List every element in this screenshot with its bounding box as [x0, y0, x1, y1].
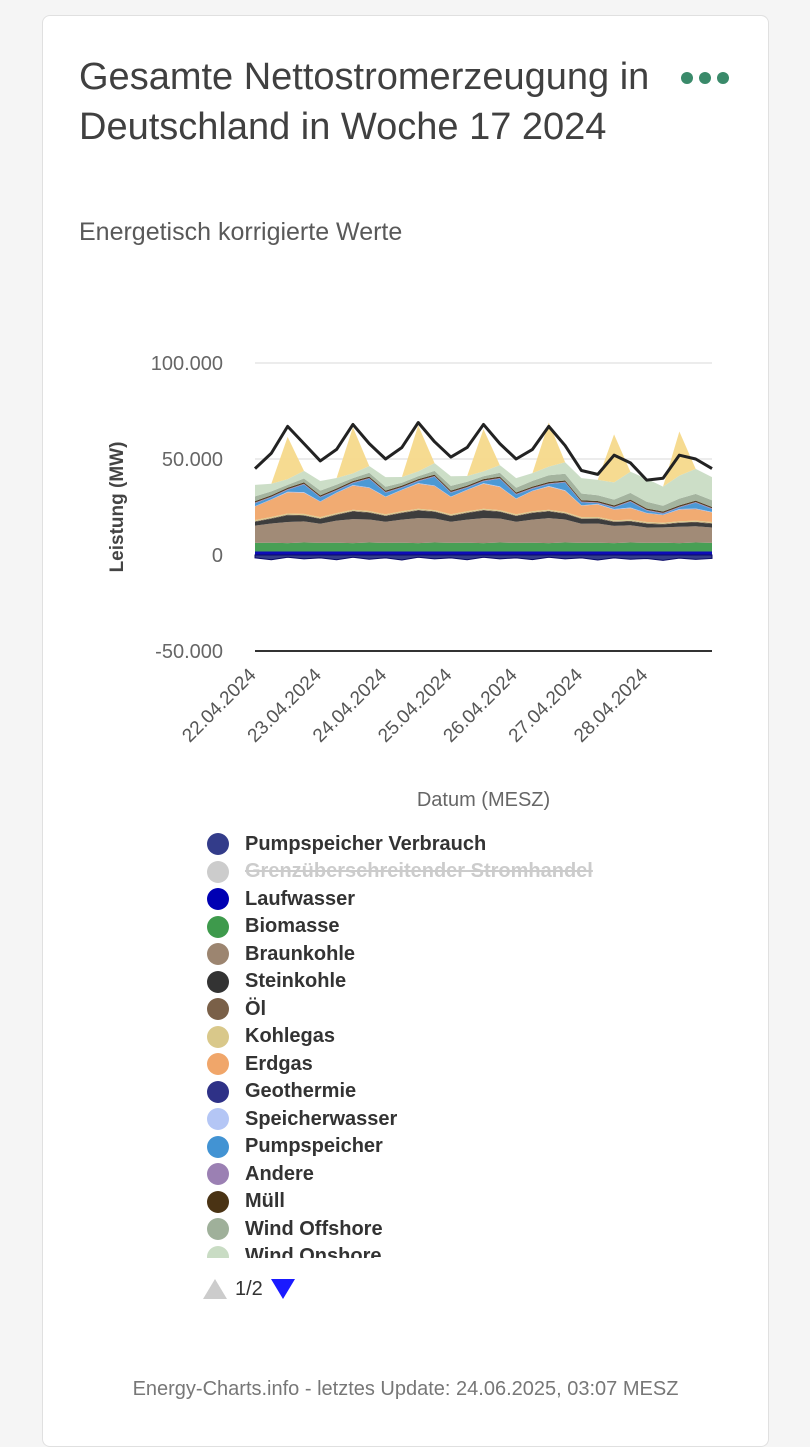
y-axis-title: Leistung (MW) [107, 442, 128, 573]
legend-swatch [207, 943, 229, 965]
legend-label: Pumpspeicher Verbrauch [245, 832, 487, 855]
legend-label: Pumpspeicher [245, 1135, 383, 1157]
triangle-up-icon [203, 1279, 227, 1299]
y-tick-label: 50.000 [162, 449, 223, 471]
series-area-wind-onshore [255, 462, 712, 506]
legend-item[interactable]: Biomasse [207, 914, 340, 940]
legend-label: Andere [245, 1162, 314, 1185]
legend-swatch [207, 1163, 229, 1185]
chart-title: Gesamte Nettostromerzeugung in Deutschla… [79, 56, 650, 148]
legend-swatch [207, 970, 229, 993]
legend-item[interactable]: Steinkohle [207, 969, 346, 995]
series-area-erdgas [255, 483, 712, 523]
legend-item[interactable]: Andere [207, 1161, 314, 1187]
legend-swatch [207, 1108, 229, 1130]
legend-item[interactable]: Pumpspeicher [207, 1134, 383, 1160]
legend-label: Steinkohle [245, 970, 347, 992]
x-axis-title: Datum (MESZ) [417, 789, 550, 811]
legend-item[interactable]: Pumpspeicher Verbrauch [207, 831, 486, 857]
legend-swatch [207, 915, 229, 938]
legend-swatch [207, 888, 229, 910]
legend-swatch [207, 1080, 229, 1103]
legend-item[interactable]: Laufwasser [207, 886, 355, 912]
legend-label: Kohlegas [245, 1025, 336, 1047]
y-tick-label: -50.000 [155, 641, 223, 663]
legend-label: Erdgas [245, 1052, 313, 1075]
legend-item[interactable]: Speicherwasser [207, 1106, 397, 1132]
series-area-pumpspeicher [255, 476, 712, 515]
legend-item[interactable]: Wind Offshore [207, 1216, 383, 1242]
series-area-pumpspeicher-verbrauch [254, 554, 713, 561]
legend-page-indicator: 1/2 [235, 1277, 263, 1300]
y-tick-label: 100.000 [151, 353, 223, 375]
legend-label: Grenzüberschreitender Stromhandel [245, 860, 593, 882]
legend-swatch [207, 1025, 229, 1048]
footer-credit: Energy-Charts.info - letztes Update: 24.… [132, 1378, 679, 1400]
series-area-biomasse [255, 542, 712, 552]
legend-label: Geothermie [245, 1080, 357, 1102]
legend-item[interactable]: Grenzüberschreitender Stromhandel [207, 859, 593, 885]
legend-pager: 1/2 [203, 1274, 295, 1304]
legend-swatch [207, 1190, 229, 1213]
series-line-last [253, 421, 713, 482]
series-area-wind-offshore [255, 470, 712, 512]
series-area-steinkohle [255, 510, 712, 528]
legend-item[interactable]: Wind Onshore [207, 1244, 382, 1258]
legend-label: Öl [245, 997, 267, 1020]
legend-label: Biomasse [245, 915, 340, 937]
series-area-braunkohle [255, 518, 712, 544]
legend-item[interactable]: Braunkohle [207, 941, 355, 967]
legend-swatch [207, 1245, 229, 1258]
legend-swatch [207, 860, 229, 883]
more-dots-icon[interactable] [681, 66, 729, 90]
legend-label: Müll [245, 1190, 285, 1212]
legend-label: Speicherwasser [245, 1107, 398, 1130]
legend-item[interactable]: Geothermie [207, 1079, 356, 1105]
chart-legend: Pumpspeicher Verbrauch Grenzüberschreiten… [207, 828, 627, 1258]
chart-subtitle: Energetisch korrigierte Werte [79, 218, 403, 246]
legend-item[interactable]: Kohlegas [207, 1024, 335, 1050]
y-tick-label: 0 [212, 545, 223, 567]
legend-swatch [207, 1135, 229, 1158]
legend-label: Wind Offshore [245, 1217, 383, 1240]
series-area-laufwasser [255, 551, 712, 555]
legend-swatch [207, 998, 229, 1020]
legend-label: Wind Onshore [245, 1245, 382, 1258]
legend-label: Laufwasser [245, 887, 356, 910]
legend-swatch [207, 833, 229, 855]
legend-swatch [207, 1218, 229, 1240]
legend-item[interactable]: Erdgas [207, 1051, 313, 1077]
series-area-solar [255, 422, 712, 487]
chart-card: Gesamte Nettostromerzeugung in Deutschla… [42, 15, 769, 1447]
legend-item[interactable]: Öl [207, 996, 266, 1022]
legend-item[interactable]: Müll [207, 1189, 285, 1215]
legend-swatch [207, 1053, 229, 1075]
triangle-down-icon[interactable] [270, 1279, 295, 1299]
legend-label: Braunkohle [245, 942, 356, 965]
